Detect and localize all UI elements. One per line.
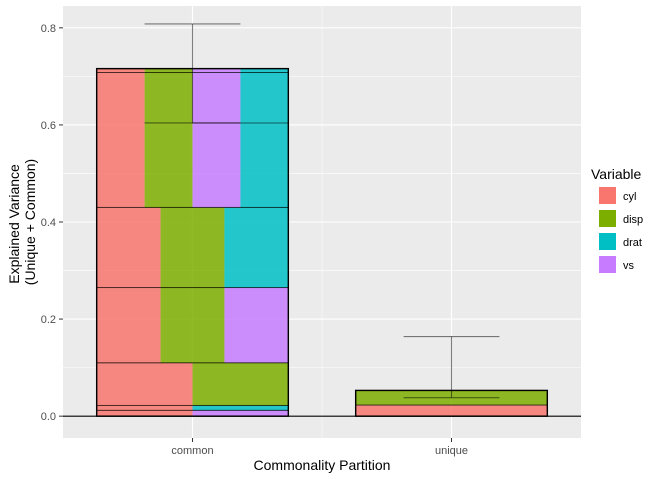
legend: Variable cyl disp drat vs <box>591 166 643 273</box>
bar-segment-cyl <box>96 207 161 288</box>
bar-segment-vs <box>192 68 241 73</box>
legend-key-disp <box>599 210 616 227</box>
legend-key-cyl <box>599 187 616 204</box>
bar-segment-drat <box>224 207 289 288</box>
y-tick-label: 0.2 <box>41 314 56 326</box>
legend-label-disp: disp <box>623 214 643 226</box>
y-tick-label: 0.0 <box>41 411 56 423</box>
bar-segment-cyl <box>96 410 193 417</box>
bar-segment-cyl <box>355 404 548 417</box>
y-axis-title: Explained Variance (Unique + Common) <box>6 159 38 285</box>
legend-key-drat <box>599 233 616 250</box>
x-tick-label-common: common <box>171 445 213 457</box>
bar-segment-cyl <box>96 405 193 411</box>
bar-segment-cyl <box>96 68 145 73</box>
bar-segment-disp <box>160 287 225 363</box>
y-axis-title-line-1: Explained Variance <box>6 164 22 284</box>
bar-segment-vs <box>192 410 289 417</box>
y-tick-label: 0.8 <box>41 23 56 35</box>
y-axis: 0.0 0.2 0.4 0.6 0.8 <box>41 23 63 423</box>
y-tick-label: 0.6 <box>41 120 56 132</box>
bar-segment-drat <box>192 405 289 411</box>
y-axis-title-line-2: (Unique + Common) <box>22 159 38 285</box>
x-axis: common unique <box>171 438 468 457</box>
legend-key-vs <box>599 256 616 273</box>
legend-label-vs: vs <box>623 260 635 272</box>
y-tick-label: 0.4 <box>41 217 56 229</box>
legend-label-drat: drat <box>623 237 642 249</box>
bar-segment-disp <box>160 207 225 288</box>
legend-title: Variable <box>591 166 642 182</box>
bar-segment-cyl <box>96 362 193 406</box>
bar-segment-vs <box>192 72 241 208</box>
bar-segment-cyl <box>96 287 161 363</box>
bar-segment-drat <box>240 72 289 208</box>
x-tick-label-unique: unique <box>435 445 468 457</box>
error-bars <box>144 23 500 399</box>
x-axis-title: Commonality Partition <box>254 457 391 473</box>
bar-segment-disp <box>144 72 193 208</box>
legend-label-cyl: cyl <box>623 191 636 203</box>
bars <box>95 67 549 417</box>
bar-segment-disp <box>144 68 193 73</box>
bar-segment-vs <box>224 287 289 363</box>
bar-segment-cyl <box>96 72 145 208</box>
bar-segment-disp <box>192 362 289 406</box>
bar-segment-drat <box>240 68 289 73</box>
